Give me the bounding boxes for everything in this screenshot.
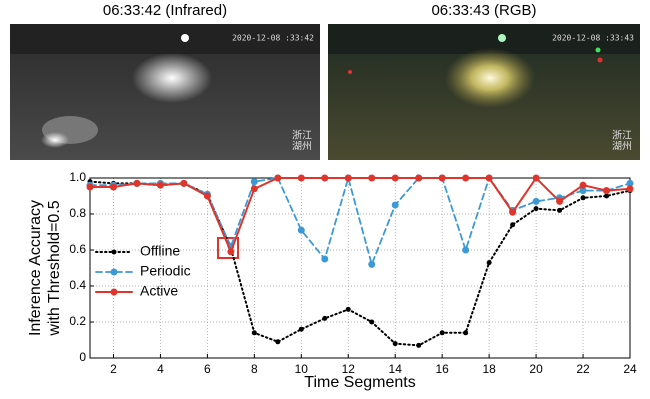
data-point: [439, 330, 445, 336]
data-point: [579, 181, 587, 189]
image-caption: 06:33:42 (Infrared): [103, 2, 227, 19]
data-point: [626, 185, 634, 193]
data-point: [368, 260, 376, 268]
legend-label: Periodic: [140, 263, 191, 279]
data-point: [556, 197, 564, 205]
y-tick-label: 0.8: [69, 206, 86, 220]
data-point: [557, 207, 563, 213]
data-point: [297, 174, 305, 182]
data-point: [485, 174, 493, 182]
watermark: 浙江: [612, 130, 632, 142]
data-point: [580, 195, 586, 201]
x-axis-label: Time Segments: [304, 374, 415, 391]
y-tick-label: 0.6: [69, 242, 86, 256]
data-point: [345, 306, 351, 312]
x-tick-label: 10: [295, 362, 309, 376]
x-tick-label: 14: [389, 362, 403, 376]
data-point: [603, 187, 611, 195]
x-tick-label: 22: [576, 362, 590, 376]
data-point: [462, 174, 470, 182]
legend-label: Offline: [140, 243, 180, 259]
data-point: [180, 179, 188, 187]
data-point: [415, 174, 423, 182]
x-tick-label: 24: [623, 362, 637, 376]
data-point: [486, 260, 492, 266]
data-point: [368, 174, 376, 182]
data-point: [579, 187, 587, 195]
legend-marker: [111, 249, 117, 255]
data-point: [297, 226, 305, 234]
data-point: [369, 319, 375, 325]
y-axis-label: Inference Accuracy: [27, 200, 44, 336]
data-point: [322, 315, 328, 321]
data-point: [227, 248, 235, 256]
data-point: [109, 183, 117, 191]
data-point: [86, 183, 94, 191]
data-point: [462, 246, 470, 254]
watermark: 湖州: [612, 141, 632, 153]
data-point: [391, 201, 399, 209]
watermark: 浙江: [292, 130, 312, 142]
data-point: [250, 185, 258, 193]
legend-marker: [110, 268, 118, 276]
data-point: [321, 174, 329, 182]
data-point: [275, 339, 281, 345]
y-tick-label: 1.0: [69, 170, 86, 184]
y-tick-label: 0.2: [69, 314, 86, 328]
y-tick-label: 0.4: [69, 278, 86, 292]
data-point: [416, 342, 422, 348]
data-point: [438, 174, 446, 182]
data-point: [156, 181, 164, 189]
data-point: [463, 330, 469, 336]
x-tick-label: 6: [204, 362, 211, 376]
x-tick-label: 18: [482, 362, 496, 376]
data-point: [532, 197, 540, 205]
data-point: [532, 174, 540, 182]
data-point: [298, 326, 304, 332]
legend-label: Active: [140, 283, 178, 299]
data-point: [133, 179, 141, 187]
x-tick-label: 4: [157, 362, 164, 376]
x-tick-label: 16: [435, 362, 449, 376]
data-point: [344, 174, 352, 182]
data-point: [251, 330, 257, 336]
data-point: [533, 206, 539, 212]
data-point: [392, 341, 398, 347]
timestamp: 2020-12-08 :33:43: [552, 34, 634, 43]
rgb-image: [328, 24, 640, 160]
x-tick-label: 20: [529, 362, 543, 376]
y-axis-label: with Threshold=0.5: [46, 200, 63, 336]
data-point: [510, 222, 516, 228]
highlight-box: [217, 237, 239, 259]
x-tick-label: 12: [342, 362, 356, 376]
data-point: [321, 255, 329, 263]
data-point: [626, 179, 634, 187]
infrared-image: [10, 24, 320, 160]
data-point: [274, 174, 282, 182]
timestamp: 2020-12-08 :33:42: [232, 34, 314, 43]
data-point: [250, 178, 258, 186]
image-caption: 06:33:43 (RGB): [431, 2, 536, 19]
data-point: [509, 208, 517, 216]
x-tick-label: 8: [251, 362, 258, 376]
x-tick-label: 2: [110, 362, 117, 376]
data-point: [391, 174, 399, 182]
y-tick-label: 0: [79, 350, 86, 364]
series-line: [89, 176, 631, 255]
legend-marker: [110, 288, 118, 296]
data-point: [203, 192, 211, 200]
watermark: 湖州: [292, 141, 312, 153]
data-point: [604, 193, 610, 199]
